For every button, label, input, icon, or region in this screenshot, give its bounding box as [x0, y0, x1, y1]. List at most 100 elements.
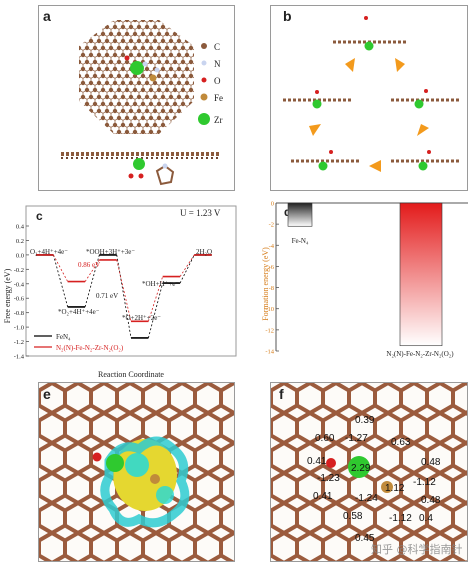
d-tick-label-0: 0 [271, 201, 274, 208]
category-fen4: Fe-N₄ [292, 237, 309, 245]
d-tick-label-4: -8 [269, 285, 274, 292]
charge-10: -1.24 [355, 493, 378, 504]
zr-atom-e [106, 454, 124, 472]
panel-d-label: d [284, 205, 291, 219]
panel-e-label: e [43, 386, 51, 402]
series-1-link-3 [116, 259, 132, 322]
c-tick-label-2: 0.0 [16, 252, 24, 259]
c-tick-label-9: -1.4 [14, 354, 25, 361]
formation-bars [287, 202, 443, 347]
panel-a-label: a [43, 8, 51, 24]
c-tick-label-8: -1.2 [14, 339, 24, 346]
series-0-link-1 [53, 254, 69, 307]
zr-atom [130, 61, 144, 75]
formation-bar-1 [399, 202, 443, 347]
structure-top [333, 16, 407, 51]
d-tick-label-7: -14 [265, 349, 274, 356]
formation-energy-chart: Formation energy (eV) d 0 -2 -4 -6 -8 -10 -12 -… [262, 201, 468, 358]
cycle-arrows [309, 58, 429, 172]
zr-atom-f [348, 456, 370, 478]
charge-density-image: e [39, 383, 234, 561]
legend-o: O [214, 76, 221, 86]
panel-c-label: c [36, 209, 43, 223]
state-labels: O₂+4H⁺+4e⁻ *O₂+4H⁺+4e⁻ *OOH+3H⁺+3e⁻ *O+2… [30, 248, 212, 322]
annotation-071: 0.71 eV [96, 292, 118, 300]
structure-bottom-left [291, 150, 361, 171]
legend-c: FeN₄ N₂(N)-Fe-N₂-Zr-N₂(O₂) [34, 333, 124, 352]
series-1-link-5 [179, 254, 195, 277]
d-tick-label-2: -4 [269, 243, 275, 250]
panel-f-label: f [279, 386, 284, 402]
charge-values: 0.39 0.60 -1.27 0.63 0.41 2.29 0.48 -1.2… [307, 415, 441, 544]
legend-fe: Fe [214, 93, 223, 103]
state-label-1: *O₂+4H⁺+4e⁻ [58, 308, 100, 316]
annotation-086: 0.86 eV [78, 261, 100, 269]
panel-d: Formation energy (eV) d 0 -2 -4 -6 -8 -10 -12 -… [262, 196, 474, 382]
watermark: 知乎 @科学指南针 [371, 542, 463, 556]
charge-14: -1.12 [389, 513, 412, 524]
d-tick-label-3: -6 [269, 264, 275, 271]
y-axis-label: Free energy (eV) [3, 268, 12, 323]
fe-atom [149, 74, 157, 82]
charge-0: 0.39 [355, 415, 375, 426]
zr-atom-side [133, 158, 145, 170]
graphene-sheet-side [61, 152, 219, 159]
charge-11: 0.41 [313, 491, 333, 502]
panel-b-cycle [283, 16, 461, 172]
d-y-axis-label: Formation energy (eV) [262, 247, 270, 321]
series-1-link-2 [84, 259, 100, 282]
energy-profiles [36, 254, 212, 339]
panel-e: e [38, 382, 235, 562]
legend-a: C N O Fe Zr [198, 42, 223, 125]
c-tick-label-4: -0.4 [14, 281, 25, 288]
formation-bar-0 [287, 202, 313, 227]
graphene-sheet-top [79, 20, 194, 134]
charge-12: 0.48 [421, 495, 441, 506]
charge-15: 0.4 [419, 513, 433, 524]
panel-b-label: b [283, 8, 292, 24]
d-tick-label-1: -2 [269, 222, 274, 229]
state-label-0: O₂+4H⁺+4e⁻ [30, 248, 68, 256]
c-tick-label-0: 0.4 [16, 224, 25, 231]
charge-9: -1.12 [413, 477, 436, 488]
series-0-link-3 [116, 254, 132, 339]
charge-6: 0.48 [421, 457, 441, 468]
charge-4: 0.41 [307, 456, 327, 467]
charge-3: 0.63 [391, 437, 411, 448]
d-tick-label-6: -12 [265, 327, 274, 334]
y-ticks: 0.4 0.2 0.0 -0.2 -0.4 -0.6 -0.8 -1.0 -1.2 -1.4 [14, 224, 29, 361]
charge-depletion-cyan [100, 436, 190, 528]
structure-bottom-right [391, 150, 461, 171]
panel-a: a C N [38, 5, 235, 191]
c-tick-label-6: -0.8 [14, 310, 24, 317]
bader-charge-image: f 0.39 0.60 -1.27 0.63 0.41 2.29 0.48 -1… [271, 383, 467, 561]
charge-16: 0.45 [355, 533, 375, 544]
charge-2: -1.27 [345, 433, 368, 444]
x-axis-label: Reaction Coordinate [98, 370, 164, 379]
series-1-link-1 [53, 254, 69, 282]
charge-1: 0.60 [315, 433, 335, 444]
c-tick-label-3: -0.2 [14, 267, 24, 274]
panel-f: f 0.39 0.60 -1.27 0.63 0.41 2.29 0.48 -1… [270, 382, 468, 562]
panel-b: b [270, 5, 468, 191]
structure-left [283, 90, 351, 109]
state-label-2: *OOH+3H⁺+3e⁻ [86, 248, 135, 256]
charge-13: 0.58 [343, 511, 363, 522]
d-y-ticks: 0 -2 -4 -6 -8 -10 -12 -14 [265, 201, 279, 356]
structure-right [391, 89, 459, 109]
c-tick-label-7: -1.0 [14, 325, 24, 332]
series-0-link-4 [148, 282, 164, 339]
legend-zr-fe: N₂(N)-Fe-N₂-Zr-N₂(O₂) [56, 344, 124, 352]
panel-c: c U = 1.23 V Free energy (eV) Reaction C… [0, 196, 260, 382]
d-tick-label-5: -10 [265, 306, 274, 313]
legend-n: N [214, 59, 221, 69]
series-0-link-5 [179, 254, 195, 284]
free-energy-chart: c U = 1.23 V Free energy (eV) Reaction C… [3, 205, 237, 379]
legend-feN4: FeN₄ [56, 333, 71, 341]
state-label-4: *OH+H⁺+e⁻ [142, 280, 179, 288]
legend-c: C [214, 42, 220, 52]
charge-7: -1.23 [317, 473, 340, 484]
category-zr-fe: N₂(N)-Fe-N₂-Zr-N₂(O₂) [386, 350, 454, 358]
panel-a-structure: C N O Fe Zr [61, 20, 223, 186]
charge-8: 1.12 [385, 483, 405, 494]
